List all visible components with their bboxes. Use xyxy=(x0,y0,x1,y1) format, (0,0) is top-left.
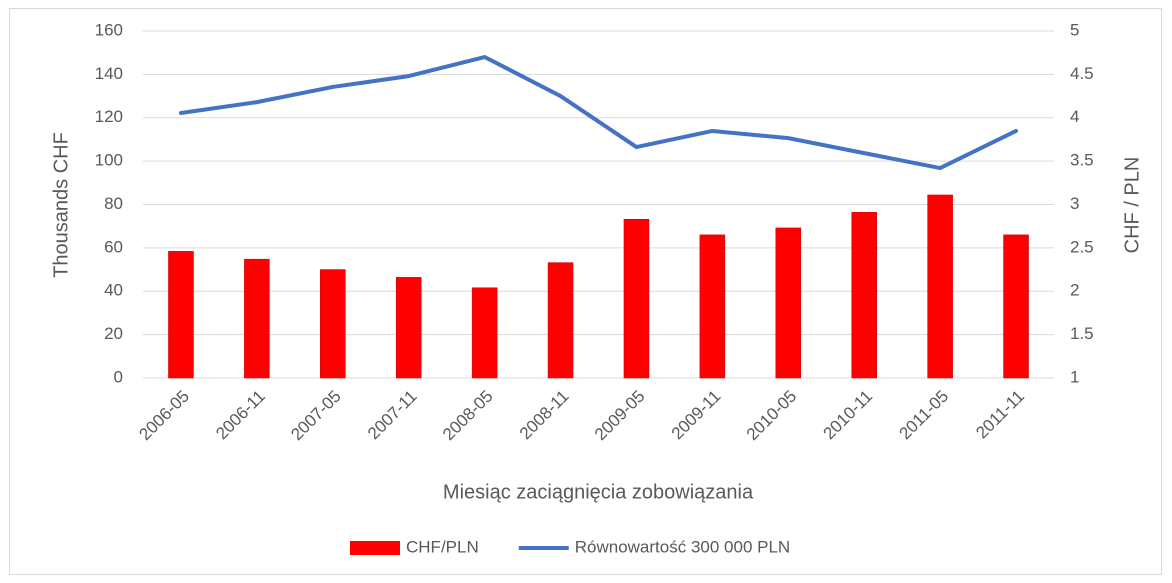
y-tick-label: 160 xyxy=(95,20,123,39)
bar xyxy=(927,194,953,379)
bar xyxy=(244,258,270,379)
y2-tick-label: 2.5 xyxy=(1070,237,1094,256)
bar xyxy=(623,218,650,379)
bar xyxy=(168,251,194,379)
bar xyxy=(547,262,574,379)
x-axis-title: Miesiąc zaciągnięcia zobowiązania xyxy=(443,481,754,503)
y-tick-label: 140 xyxy=(95,64,123,83)
legend-label: CHF/PLN xyxy=(406,537,479,556)
bar xyxy=(320,269,346,379)
bar xyxy=(1003,234,1029,379)
line xyxy=(178,55,1019,171)
y2-tick-label: 4 xyxy=(1070,107,1079,126)
y-tick-label: 120 xyxy=(95,107,123,126)
y-tick-label: 0 xyxy=(114,367,123,386)
y-tick-label: 40 xyxy=(104,281,123,300)
y-tick-label: 60 xyxy=(104,237,123,256)
bar xyxy=(851,212,877,379)
bar xyxy=(471,287,498,379)
legend-swatch xyxy=(350,541,400,555)
y-axis-title: Thousands CHF xyxy=(50,132,72,278)
y2-tick-label: 2 xyxy=(1070,281,1079,300)
y2-tick-label: 1.5 xyxy=(1070,324,1094,343)
bar xyxy=(699,234,726,379)
y2-tick-label: 3 xyxy=(1070,194,1079,213)
y-tick-label: 100 xyxy=(95,151,123,170)
bar xyxy=(395,277,422,379)
y2-tick-label: 5 xyxy=(1070,20,1079,39)
y2-axis-title: CHF / PLN xyxy=(1121,157,1143,254)
y-tick-label: 80 xyxy=(104,194,123,213)
y-tick-label: 20 xyxy=(104,324,123,343)
y2-tick-label: 3.5 xyxy=(1070,151,1094,170)
y2-tick-label: 1 xyxy=(1070,367,1079,386)
bar xyxy=(775,227,802,379)
y2-tick-label: 4.5 xyxy=(1070,64,1094,83)
legend-label: Równowartość 300 000 PLN xyxy=(575,537,790,556)
